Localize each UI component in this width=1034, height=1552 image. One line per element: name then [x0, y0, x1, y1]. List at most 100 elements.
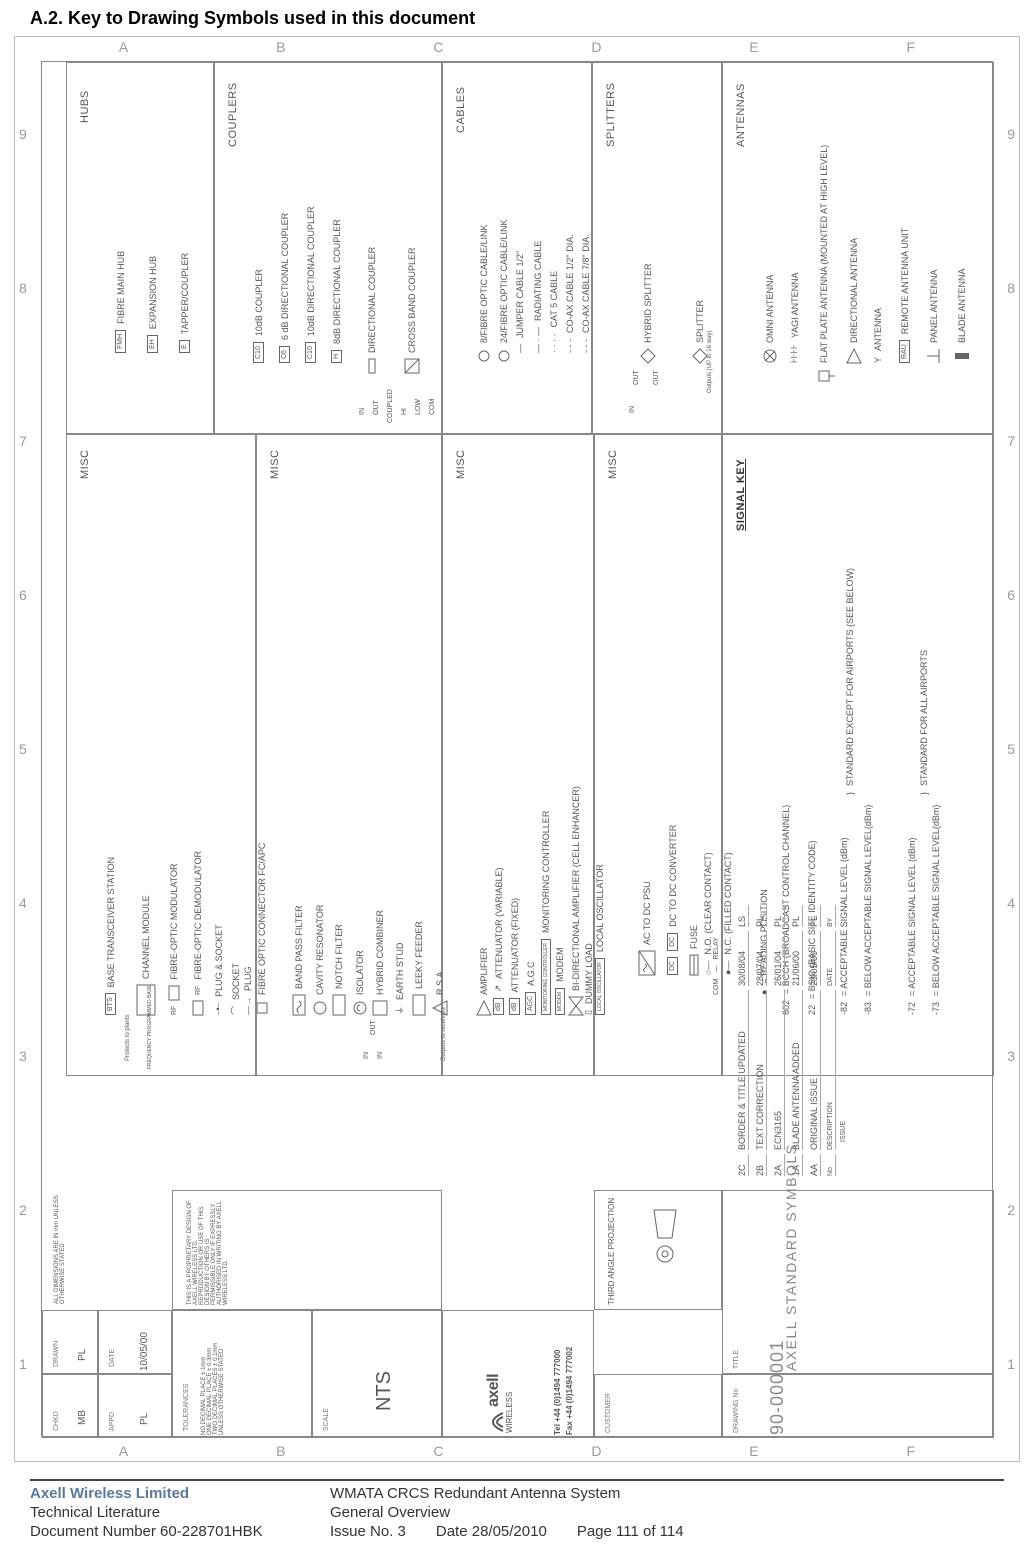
bpf-icon [293, 995, 305, 1015]
antenna-item: DIRECTIONAL ANTENNA [847, 238, 861, 363]
rev-row: 2CBORDER & TITLE UPDATED30/08/04LS [736, 905, 749, 1176]
panel-splitters: SPLITTERS HYBRID SPLITTER IN OUT OUT SPL… [592, 62, 722, 434]
dims-note: ALL DIMENSIONS ARE IN mm UNLESS OTHERWIS… [54, 1192, 66, 1304]
amplifier-icon [477, 1001, 491, 1015]
signalkey-item: -83= BELOW ACCEPTABLE SIGNAL LEVEL(dBm) [863, 805, 873, 1015]
panel-misc4: MISC AC TO DC PSU DCDCDC TO DC CONVERTER… [594, 434, 722, 1076]
panel-misc4-title: MISC [607, 450, 619, 480]
splitter-port: OUT [633, 370, 640, 385]
misc1-fine: Protects to plants [125, 1015, 131, 1061]
panel-cables-title: CABLES [455, 87, 467, 133]
splitter-item: SPLITTER [693, 300, 707, 363]
misc1-item: RFFIBRE-OPTIC MODULATOR [167, 863, 181, 1015]
panel-couplers-title: COUPLERS [227, 82, 239, 147]
drawn-label: DRAWN [53, 1341, 60, 1367]
fo-demod-icon [191, 1001, 205, 1015]
panel-signalkey-title: SIGNAL KEY [735, 459, 747, 531]
rev-row: 2BTEXT CORRECTION28/07/04PL [754, 905, 767, 1176]
third-angle-label: THIRD ANGLE PROJECTION [607, 1198, 616, 1305]
fo-mod-icon [167, 986, 181, 1000]
date-val: 10/05/00 [139, 1332, 150, 1371]
hub-item: ETAPPER/COUPLER [179, 253, 190, 353]
signalkey-item: -72= ACCEPTABLE SIGNAL LEVEL (dBm) [907, 838, 917, 1016]
footer-page: Page 111 of 114 [577, 1523, 684, 1540]
panel-splitters-title: SPLITTERS [605, 83, 617, 147]
misc2-port: IN [377, 1052, 384, 1059]
misc3-item: MODEMMODEM [555, 947, 565, 1015]
cable-item: 8/FIBRE OPTIC CABLE/LINK [477, 224, 491, 363]
panel-misc1-title: MISC [79, 450, 91, 480]
omni-icon [763, 349, 777, 363]
fibre-icon [477, 349, 491, 363]
misc3-item: BI-DIRECTIONAL AMPLIFIER (CELL ENHANCER) [569, 786, 583, 1015]
antenna-item: FLAT PLATE ANTENNA (MOUNTED AT HIGH LEVE… [817, 145, 831, 383]
footer-system: WMATA CRCS Redundant Antenna System [330, 1485, 1004, 1502]
misc3-item: AMPLIFIER [477, 947, 491, 1015]
panel-couplers: COUPLERS C1010dB COUPLER C66 dB DIRECTIO… [214, 62, 442, 434]
page-footer: Axell Wireless Limited WMATA CRCS Redund… [30, 1479, 1004, 1540]
customer-label: CUSTOMER [605, 1393, 612, 1433]
grid-numbers-left: 987654321 [19, 37, 27, 1461]
signalkey-brace: }STANDARD EXCEPT FOR AIRPORTS (SEE BELOW… [845, 568, 855, 795]
coupler-ports: HI [401, 408, 408, 415]
appd-val: PL [139, 1413, 150, 1425]
panel-hubs: HUBS FMHFIBRE MAIN HUB EHEXPANSION HUB E… [66, 62, 214, 434]
titleblock: THIRD ANGLE PROJECTION DRAWN PL CHKD MB … [42, 1190, 994, 1440]
misc3-item: ▯DUMMY LOAD [583, 943, 594, 1015]
footer-lit: Technical Literature [30, 1504, 330, 1521]
company-logo: axell WIRELESS [483, 1374, 514, 1433]
scale-val: NTS [373, 1371, 396, 1411]
blade-ant-icon [955, 349, 969, 363]
rev-header: NoDESCRIPTIONDATEBY [826, 905, 836, 1176]
section-heading: A.2. Key to Drawing Symbols used in this… [30, 8, 475, 29]
signalkey-item: -73= BELOW ACCEPTABLE SIGNAL LEVEL(dBm) [931, 805, 941, 1015]
rev-row: 2AECN316526/01/04PL [772, 905, 785, 1176]
misc4-item: COM—RELAY [713, 937, 720, 995]
revision-table: 2CBORDER & TITLE UPDATED30/08/04LS 2BTEX… [722, 1072, 994, 1202]
misc4-item: ○—N.O. (CLEAR CONTACT) [703, 852, 713, 975]
directional-coupler-icon [365, 359, 379, 373]
signalkey-item: -82= ACCEPTABLE SIGNAL LEVEL (dBm) [839, 838, 849, 1016]
rev-issue-label: ISSUE [840, 1121, 847, 1142]
splitter-port: IN [629, 406, 636, 413]
rev-row: 1ABLADE ANTENNA ADDED21/06/00PL [790, 905, 803, 1176]
coupler-item: CROSS BAND COUPLER [405, 247, 419, 373]
footer-overview: General Overview [330, 1504, 1004, 1521]
cable-item: 24/FIBRE OPTIC CABLE/LINK [497, 219, 511, 363]
grid-letters-bottom: ABCDEF [15, 1443, 1019, 1459]
diamond-icon [641, 349, 655, 363]
misc1-item: —→PLUG [243, 966, 253, 1015]
fax: Fax +44 (0)1494 777002 [565, 1347, 574, 1435]
antenna-item: OMNI ANTENNA [763, 274, 777, 363]
footer-docnum: Document Number 60-228701HBK [30, 1523, 330, 1540]
misc2-item: CAVITY RESONATOR [313, 905, 327, 1015]
tolerances-text: NO DECIMAL PLACE ± 1mm ONE DECIMAL PLACE… [201, 1343, 225, 1435]
tb-title-label: TITLE [733, 1350, 740, 1369]
misc2-port: IN [363, 1052, 370, 1059]
misc1-item: BTSBASE TRANSCEIVER STATION [105, 857, 116, 1015]
antenna-item: YANTENNA [873, 308, 883, 363]
misc3-item: dB↗ATTENUATOR (VARIABLE) [493, 868, 504, 1015]
cable-item: · · · ·CAT 5 CABLE [549, 271, 559, 353]
fuse-icon [690, 955, 698, 975]
inner-frame: HUBS FMHFIBRE MAIN HUB EHEXPANSION HUB E… [41, 61, 993, 1437]
triangle-icon [847, 349, 861, 363]
footer-company: Axell Wireless Limited [30, 1485, 330, 1502]
notch-icon [333, 995, 345, 1015]
panel-antennas: ANTENNAS OMNI ANTENNA ⊦⊦⊦⊦YAGI ANTENNA F… [722, 62, 994, 434]
panel-misc3: MISC AMPLIFIER dB↗ATTENUATOR (VARIABLE) … [442, 434, 594, 1076]
rev-row: AAORIGINAL ISSUE23/05/00PL [808, 905, 821, 1176]
antenna-item: RAUREMOTE ANTENNA UNIT [899, 228, 910, 363]
misc2-port: OUT [370, 1020, 377, 1035]
signalkey-brace: }STANDARD FOR ALL AIRPORTS [919, 650, 929, 795]
cavity-icon [313, 1001, 327, 1015]
crossband-coupler-icon [405, 359, 419, 373]
misc1-item: RFFIBRE-OPTIC DEMODULATOR [191, 851, 205, 1015]
antenna-item: BLADE ANTENNA [955, 268, 969, 363]
tolerances-label: TOLERANCES [183, 1384, 190, 1431]
coupler-item: DIRECTIONAL COUPLER [365, 247, 379, 373]
footer-date: Date 28/05/2010 [436, 1523, 547, 1540]
misc4-item: DCDCDC TO DC CONVERTER [667, 825, 678, 975]
coupler-ports: IN [359, 408, 366, 415]
coupler-ports: COUPLED [387, 389, 394, 423]
